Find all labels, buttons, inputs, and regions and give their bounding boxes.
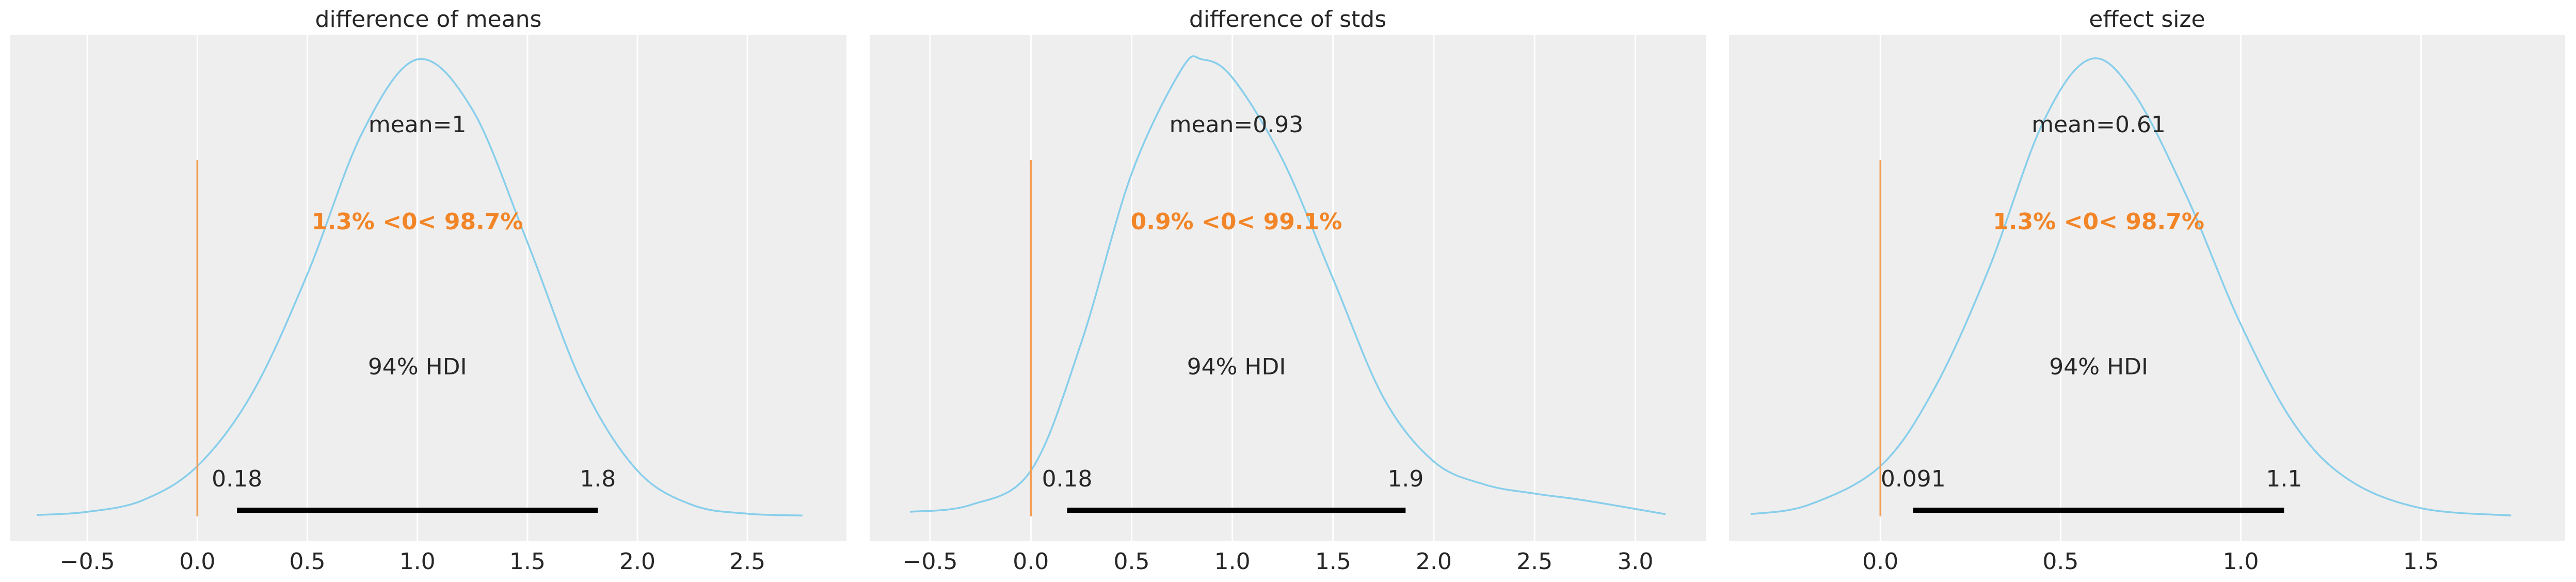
x-tick-label: 2.5 [729,548,765,575]
x-tick-label: 1.0 [399,548,436,575]
x-tick-label: 0.5 [2042,548,2078,575]
mean-label: mean=1 [369,112,467,138]
posterior-plot-difference-of-means: −0.5 0.0 0.5 1.0 1.5 2.0 2.5 mean=1 1.3% <0< 98.… [10,35,846,575]
x-tick-label: −0.5 [60,548,115,575]
x-tick-label: 1.0 [1214,548,1251,575]
density-curve [1750,57,2511,516]
x-tick-label: 0.5 [1113,548,1149,575]
hdi-upper-label: 1.8 [580,466,616,492]
plot-area [1729,35,2565,541]
x-tick-label: 0.0 [179,548,215,575]
panel-difference-of-means: difference of means −0.5 0.0 0.5 1.0 1.5 2.0 2… [10,0,846,582]
reference-probability-label: 1.3% <0< 98.7% [312,209,523,235]
hdi-upper-label: 1.1 [2266,466,2302,492]
hdi-label: 94% HDI [2049,354,2148,380]
chart-title: effect size [2089,6,2205,33]
density-curve [37,58,803,516]
chart-title: difference of means [315,6,542,33]
chart-title: difference of stds [1189,6,1387,33]
x-tick-label: 0.5 [290,548,326,575]
x-tick-label: 2.5 [1516,548,1553,575]
x-tick-label: 2.0 [619,548,655,575]
mean-label: mean=0.93 [1170,112,1304,138]
plot-area [10,35,846,541]
reference-probability-label: 0.9% <0< 99.1% [1131,209,1342,235]
x-tick-label: 2.0 [1416,548,1452,575]
posterior-plot-effect-size: 0.0 0.5 1.0 1.5 mean=0.61 1.3% <0< 98.7% 94% H… [1729,35,2565,575]
x-tick-label: 1.5 [509,548,546,575]
hdi-upper-label: 1.9 [1387,466,1423,492]
density-curve [909,55,1666,515]
x-tick-label: 1.5 [1315,548,1351,575]
panel-effect-size: effect size 0.0 0.5 1.0 1.5 mean=0.61 1.3% <0… [1729,0,2565,582]
x-tick-label: 0.0 [1013,548,1049,575]
x-tick-label: 1.5 [2403,548,2439,575]
x-tick-label: 3.0 [1617,548,1653,575]
x-tick-label: 1.0 [2223,548,2259,575]
mean-label: mean=0.61 [2031,112,2166,138]
x-tick-label: −0.5 [903,548,958,575]
hdi-lower-label: 0.18 [1042,466,1093,492]
hdi-lower-label: 0.18 [212,466,262,492]
hdi-lower-label: 0.091 [1881,466,1946,492]
reference-probability-label: 1.3% <0< 98.7% [1993,209,2204,235]
x-tick-label: 0.0 [1862,548,1898,575]
hdi-label: 94% HDI [368,354,467,380]
posterior-plot-difference-of-stds: −0.5 0.0 0.5 1.0 1.5 2.0 2.5 3.0 mean=0.93 0.9% <… [870,35,1706,575]
hdi-label: 94% HDI [1187,354,1286,380]
plot-area [870,35,1706,541]
panel-difference-of-stds: difference of stds −0.5 0.0 0.5 1.0 1.5 2.0 2.… [870,0,1706,582]
